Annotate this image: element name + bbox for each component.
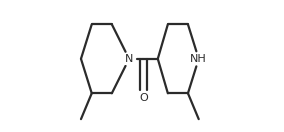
Text: O: O bbox=[139, 93, 148, 103]
Text: N: N bbox=[125, 54, 133, 64]
Text: NH: NH bbox=[190, 54, 207, 64]
